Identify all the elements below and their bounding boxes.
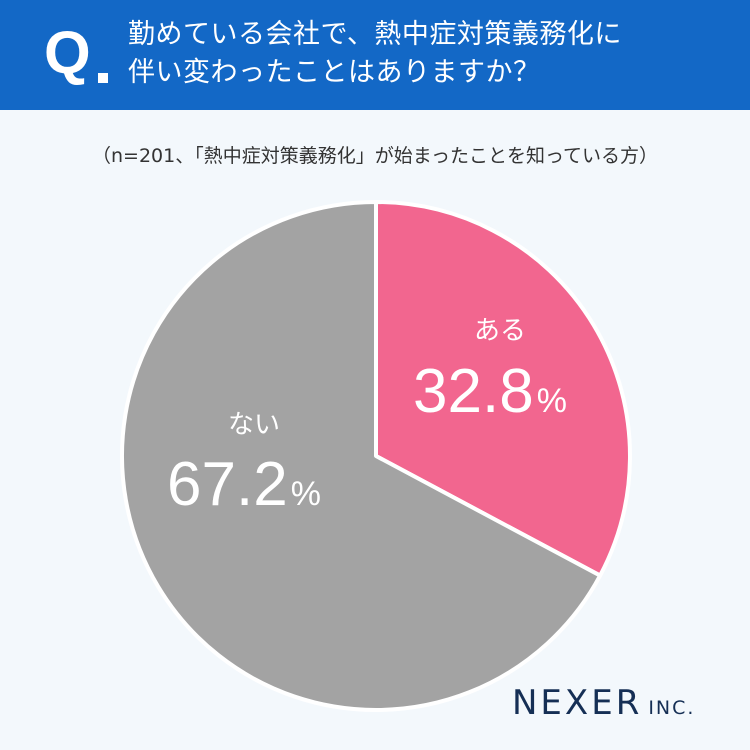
logo-sub-text: INC. <box>648 697 696 719</box>
logo-main-text: NEXER <box>512 683 643 723</box>
question-line-1: 勤めている会社で、熱中症対策義務化に <box>128 19 622 50</box>
q-letter: Q <box>44 19 91 86</box>
question-header: Q 勤めている会社で、熱中症対策義務化に 伴い変わったことはありますか？ <box>0 0 750 110</box>
pie-slice-1 <box>374 200 632 578</box>
slice-category-label-1: ある <box>474 316 526 346</box>
q-mark: Q <box>44 19 124 91</box>
q-dot <box>98 73 108 83</box>
question-text: 勤めている会社で、熱中症対策義務化に 伴い変わったことはありますか？ <box>128 16 728 92</box>
sample-note: （n=201、「熱中症対策義務化」が始まったことを知っている方） <box>91 145 659 167</box>
nexer-logo: NEXER INC. <box>512 683 695 723</box>
slice-value-label-2: 67.2% <box>167 450 321 519</box>
slice-value-label-1: 32.8% <box>413 357 567 426</box>
question-line-2: 伴い変わったことはありますか？ <box>128 57 541 88</box>
pie-slice-2 <box>120 200 603 712</box>
slice-category-label-2: ない <box>228 410 280 440</box>
